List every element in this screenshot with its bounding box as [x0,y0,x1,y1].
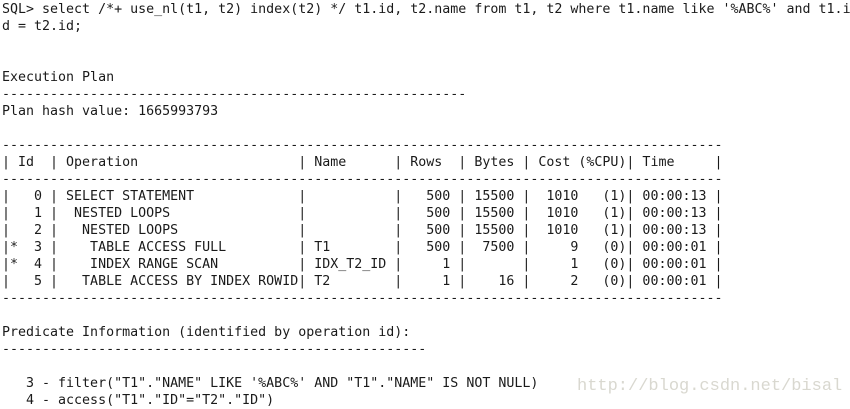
sql-command-output: SQL> select /*+ use_nl(t1, t2) index(t2)… [2,2,850,34]
csdn-watermark: http://blog.csdn.net/bisal [577,377,843,396]
execution-plan-header: Execution Plan -------------------------… [2,70,467,119]
plan-table: ----------------------------------------… [2,138,723,306]
predicate-info: Predicate Information (identified by ope… [2,325,539,408]
